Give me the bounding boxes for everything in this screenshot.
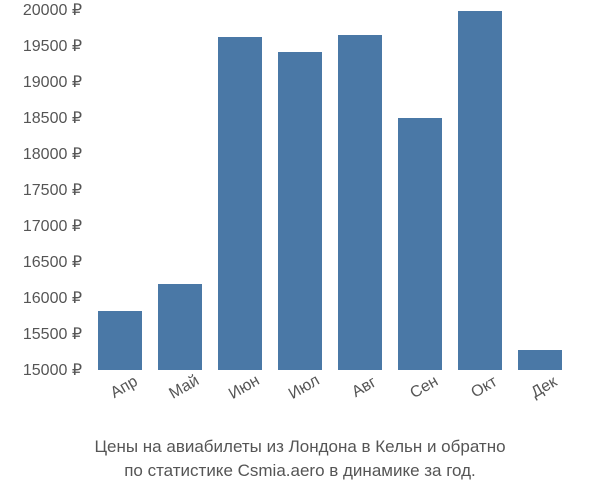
y-tick-label: 18000 ₽ [23,144,82,164]
x-axis: Апр Май Июн Июл Авг Сен Окт Дек [90,370,580,420]
y-tick-label: 17500 ₽ [23,180,82,200]
bar [218,37,262,370]
y-tick-label: 15000 ₽ [23,360,82,380]
chart-caption: Цены на авиабилеты из Лондона в Кельн и … [0,435,600,483]
x-tick-label: Апр [108,373,141,403]
bar [278,52,322,370]
caption-line-2: по статистике Csmia.aero в динамике за г… [124,461,476,480]
price-chart: 15000 ₽ 15500 ₽ 16000 ₽ 16500 ₽ 17000 ₽ 17500… [0,0,600,420]
caption-line-1: Цены на авиабилеты из Лондона в Кельн и … [94,437,505,456]
x-tick-label: Окт [468,373,500,402]
y-tick-label: 19000 ₽ [23,72,82,92]
bar [518,350,562,370]
y-tick-label: 16000 ₽ [23,288,82,308]
x-tick-label: Сен [407,373,441,403]
y-tick-label: 16500 ₽ [23,252,82,272]
x-tick-label: Авг [349,374,380,402]
x-tick-label: Июл [286,372,323,404]
y-axis: 15000 ₽15500 ₽16000 ₽16500 ₽17000 ₽17500… [0,10,90,370]
x-tick-label: Май [166,372,202,403]
y-tick-label: 17000 ₽ [23,216,82,236]
y-tick-label: 15500 ₽ [23,324,82,344]
plot-area [90,10,580,370]
bar [398,118,442,370]
bar [158,284,202,370]
x-tick-label: Июн [226,372,263,404]
x-tick-label: Дек [528,373,560,402]
y-tick-label: 20000 ₽ [23,0,82,20]
y-tick-label: 19500 ₽ [23,36,82,56]
bar [98,311,142,370]
bar [338,35,382,370]
y-tick-label: 18500 ₽ [23,108,82,128]
bar [458,11,502,370]
